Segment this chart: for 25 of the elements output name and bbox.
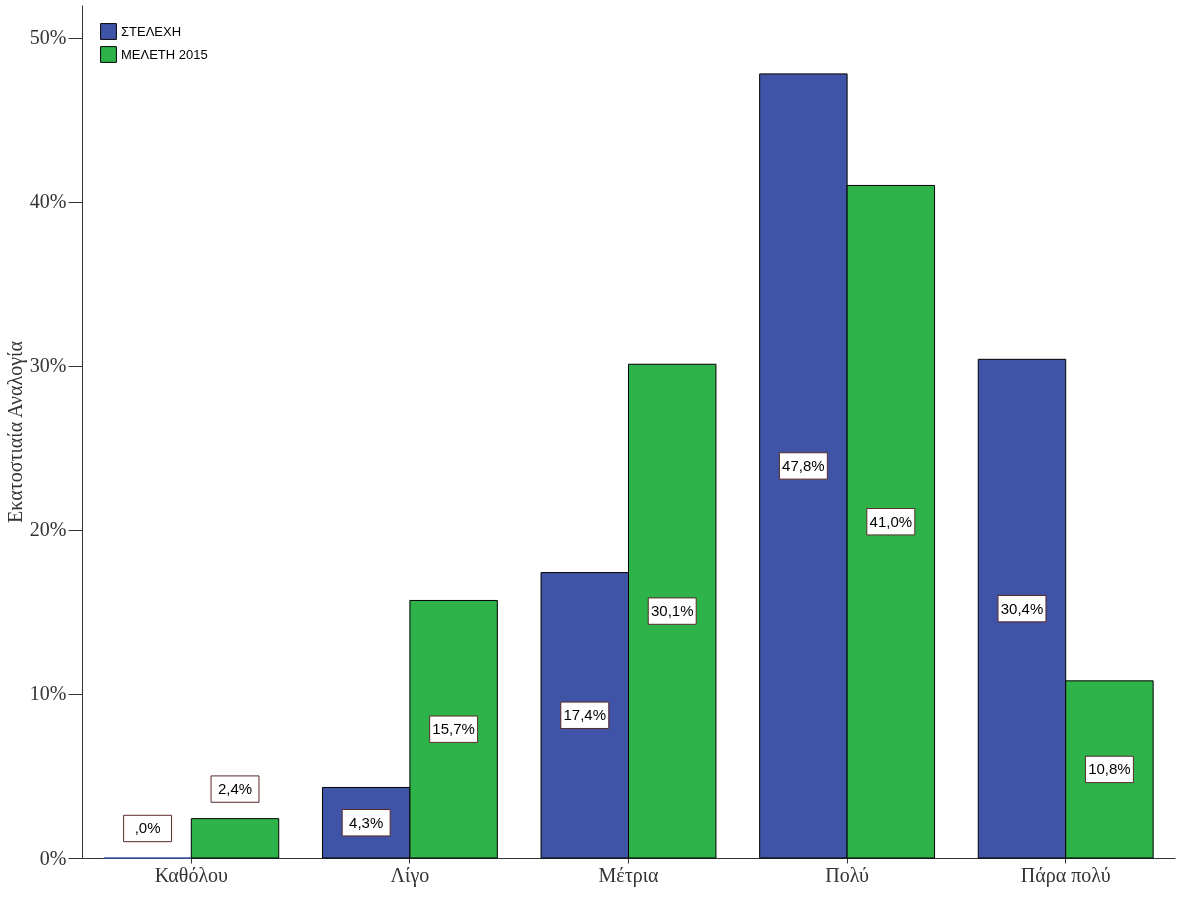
data-label: 4,3% — [349, 813, 384, 831]
y-tick-label: 30% — [29, 354, 67, 377]
legend-label: ΜΕΛΕΤΗ 2015 — [121, 46, 208, 62]
y-axis-title: Εκατοστιαία Αναλογία — [3, 340, 27, 523]
bar — [190, 818, 280, 859]
y-tick-label: 50% — [29, 26, 67, 49]
data-label: 2,4% — [217, 780, 253, 798]
y-tick-label: 40% — [29, 190, 67, 213]
data-label: 47,8% — [782, 456, 825, 474]
data-label: ,0% — [134, 819, 161, 837]
x-tick-label: Πολύ — [825, 863, 870, 886]
y-tick-label: 10% — [29, 682, 67, 705]
data-label: 10,8% — [1088, 760, 1131, 778]
data-label: 17,4% — [563, 706, 607, 724]
data-label: 15,7% — [432, 720, 475, 738]
data-label: 30,4% — [1000, 599, 1044, 617]
x-tick-label: Λίγο — [390, 863, 430, 887]
x-tick-label: Πάρα πολύ — [1020, 863, 1111, 887]
data-label: 41,0% — [869, 512, 913, 530]
x-tick-label: Καθόλου — [154, 863, 229, 886]
y-tick-label: 20% — [29, 518, 67, 541]
x-tick-label: Μέτρια — [598, 863, 660, 887]
y-tick-label: 0% — [39, 846, 67, 869]
data-label: 30,1% — [650, 602, 694, 620]
legend-label: ΣΤΕΛΕΧΗ — [121, 23, 182, 39]
